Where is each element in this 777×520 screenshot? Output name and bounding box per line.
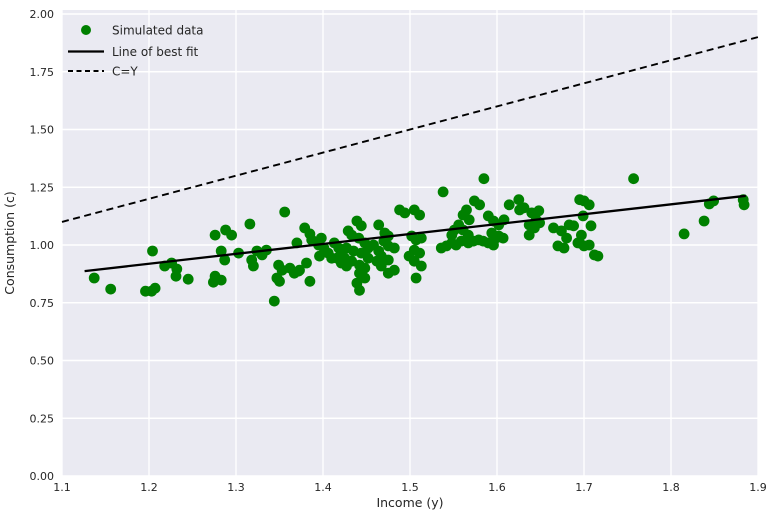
data-point xyxy=(513,194,525,206)
data-point xyxy=(284,262,296,274)
data-point xyxy=(628,173,639,185)
y-tick-label: 1.50 xyxy=(30,124,55,137)
data-point xyxy=(355,220,367,232)
data-point xyxy=(170,270,182,282)
x-tick-label: 1.9 xyxy=(749,481,767,494)
y-tick-label: 0.50 xyxy=(30,355,55,368)
data-point xyxy=(415,260,427,272)
y-tick-label: 0.25 xyxy=(30,412,55,425)
data-point xyxy=(355,247,367,259)
data-point xyxy=(414,209,425,221)
data-point xyxy=(437,186,449,198)
legend-label: Line of best fit xyxy=(112,45,199,59)
data-point xyxy=(105,283,117,295)
x-tick-label: 1.1 xyxy=(53,481,71,494)
data-point xyxy=(497,232,509,244)
c-equals-y-line xyxy=(61,36,759,223)
x-axis-label: Income (y) xyxy=(376,495,443,510)
data-point xyxy=(304,275,316,287)
data-point xyxy=(326,252,338,264)
y-tick-label: 0.75 xyxy=(30,297,55,310)
best-fit-line xyxy=(84,194,746,273)
data-point xyxy=(373,219,385,231)
data-point xyxy=(244,218,256,230)
data-point xyxy=(279,206,291,218)
data-point xyxy=(293,265,304,277)
x-tick-label: 1.7 xyxy=(575,481,593,494)
data-point xyxy=(399,207,411,219)
data-point xyxy=(268,295,280,307)
legend: Simulated data Line of best fit C=Y xyxy=(68,24,203,79)
x-tick-label: 1.2 xyxy=(140,481,158,494)
data-point xyxy=(359,272,371,284)
data-point xyxy=(182,273,194,285)
data-point xyxy=(592,250,604,262)
x-tick-label: 1.3 xyxy=(227,481,245,494)
x-tick-label: 1.8 xyxy=(662,481,680,494)
data-point xyxy=(574,237,586,249)
y-tick-label: 1.25 xyxy=(30,181,55,194)
legend-label: C=Y xyxy=(112,65,138,79)
x-axis-ticks: 1.1 1.2 1.3 1.4 1.5 1.6 1.7 1.8 1.9 xyxy=(53,481,767,494)
data-point xyxy=(88,272,100,284)
data-point xyxy=(474,199,485,211)
data-point xyxy=(488,239,499,251)
data-point xyxy=(248,260,259,272)
data-point xyxy=(368,239,379,251)
data-point xyxy=(415,232,427,244)
data-point xyxy=(215,274,227,286)
x-tick-label: 1.5 xyxy=(401,481,419,494)
data-point xyxy=(209,229,221,241)
y-tick-label: 1.00 xyxy=(30,239,55,252)
data-point xyxy=(410,272,422,284)
y-axis-label: Consumption (c) xyxy=(2,191,17,294)
legend-marker-dot xyxy=(81,25,91,35)
data-point xyxy=(568,220,579,232)
data-point xyxy=(678,228,690,240)
x-tick-label: 1.4 xyxy=(314,481,332,494)
data-point xyxy=(414,247,425,259)
data-point xyxy=(518,202,530,214)
data-point xyxy=(561,232,572,244)
data-point xyxy=(215,245,227,257)
data-point xyxy=(478,173,490,185)
data-point xyxy=(558,242,570,254)
data-point xyxy=(226,229,238,241)
data-point xyxy=(446,229,458,241)
data-point xyxy=(388,242,400,254)
data-point xyxy=(382,254,394,266)
data-point xyxy=(314,250,325,262)
data-point xyxy=(533,205,545,217)
y-tick-label: 2.00 xyxy=(30,8,55,21)
y-tick-label: 1.75 xyxy=(30,66,55,79)
data-point xyxy=(503,199,515,211)
data-point xyxy=(463,214,475,226)
data-point xyxy=(149,282,161,294)
data-point xyxy=(147,245,158,257)
data-point xyxy=(698,215,710,227)
data-point xyxy=(219,254,231,266)
data-point xyxy=(354,284,365,296)
x-tick-label: 1.6 xyxy=(488,481,506,494)
y-axis-ticks: 0.00 0.25 0.50 0.75 1.00 1.25 1.50 1.75 2.00 xyxy=(30,8,55,483)
data-point xyxy=(585,220,597,232)
data-point xyxy=(738,199,750,211)
data-point xyxy=(382,267,394,279)
data-point xyxy=(375,260,387,272)
data-point xyxy=(583,239,595,251)
data-point xyxy=(274,275,285,287)
data-point xyxy=(583,199,595,211)
y-tick-label: 0.00 xyxy=(30,470,55,483)
data-point xyxy=(301,257,312,269)
legend-label: Simulated data xyxy=(112,24,203,38)
data-point xyxy=(523,229,535,241)
